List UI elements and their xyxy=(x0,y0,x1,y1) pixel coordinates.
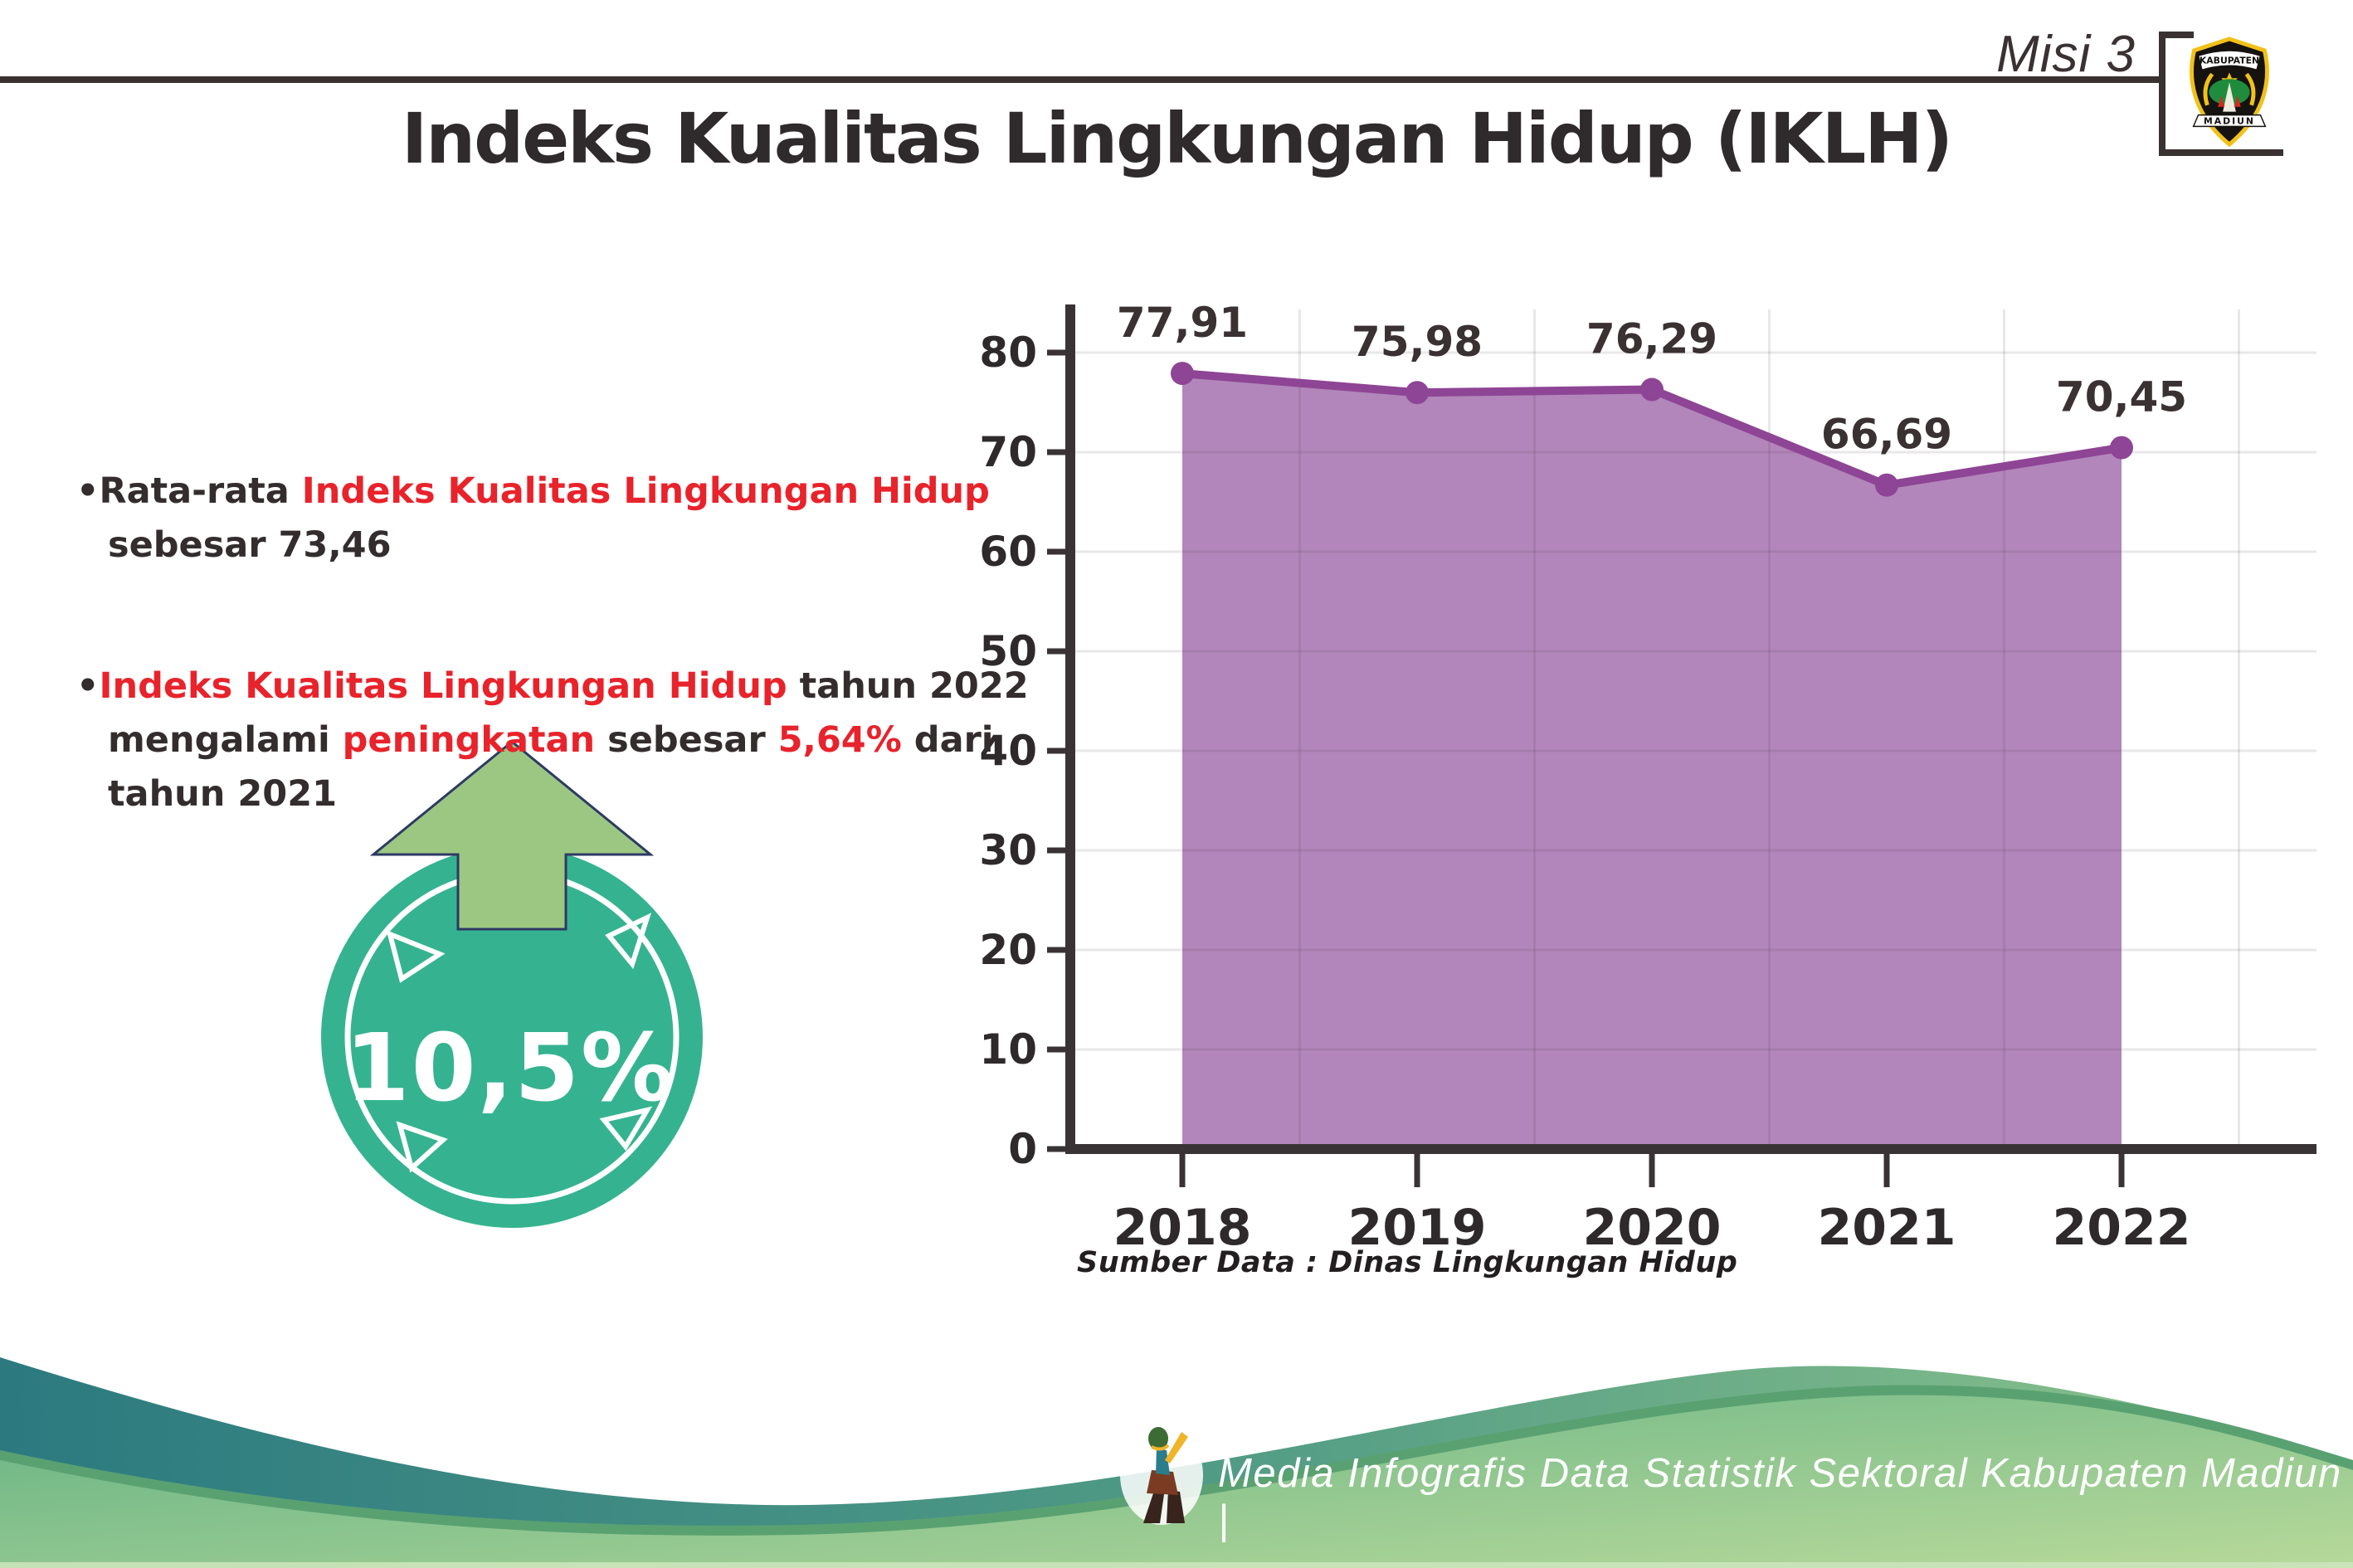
data-label: 70,45 xyxy=(2056,373,2187,421)
crest-ribbon xyxy=(2192,114,2267,128)
data-label: 75,98 xyxy=(1352,318,1483,366)
y-tick-label: 80 xyxy=(979,329,1037,377)
mascot-torso xyxy=(1156,1449,1170,1475)
data-label: 76,29 xyxy=(1586,315,1717,363)
header-rule xyxy=(0,76,2161,83)
y-tick-label: 30 xyxy=(979,826,1037,874)
y-tick-label: 50 xyxy=(979,627,1037,675)
x-tick-label: 2022 xyxy=(2053,1199,2191,1257)
mascot-skirt xyxy=(1147,1470,1178,1495)
bullet-text-segment: 5,64% xyxy=(777,719,902,762)
mascot-head xyxy=(1148,1427,1168,1450)
crest-wing-right xyxy=(2244,72,2256,106)
badge-spark-nw-icon xyxy=(386,930,446,983)
bullet-text-segment: sebesar 73,46 xyxy=(108,524,392,567)
data-label: 66,69 xyxy=(1821,411,1952,459)
bullet-text-segment: Rata-rata xyxy=(99,470,302,512)
up-arrow-icon xyxy=(369,740,655,931)
bullet-text-segment: tahun 2021 xyxy=(108,773,338,816)
y-tick-label: 10 xyxy=(979,1025,1037,1074)
crest-monument xyxy=(2223,82,2236,112)
mascot-scarf xyxy=(1151,1444,1170,1451)
data-label: 77,91 xyxy=(1117,299,1248,347)
badge-spark-se-icon xyxy=(599,1106,653,1152)
data-point xyxy=(1171,362,1194,386)
y-tick-label: 70 xyxy=(979,428,1037,476)
bullet-text-segment: tahun 2022 xyxy=(787,665,1029,707)
crest-ribbon-text: MADIUN xyxy=(2204,115,2255,126)
iklh-area-chart: 0 10 20 30 40 50 60 70 80 2018 2019 2020 2021 2022 77,… xyxy=(979,299,2316,1257)
summary-bullets: •Rata-rata Indeks Kualitas Lingkungan Hi… xyxy=(76,465,1039,908)
x-tick-label: 2021 xyxy=(1818,1199,1956,1257)
logo-frame-horizontal xyxy=(2159,149,2283,156)
footer-caption: Media Infografis Data Statistik Sektoral… xyxy=(1218,1451,2342,1542)
crest-wing-left xyxy=(2203,72,2214,106)
crest-banner xyxy=(2199,51,2260,70)
footer-bottom-strip xyxy=(0,1562,2353,1568)
data-point xyxy=(1875,473,1898,497)
bullet-text-segment: mengalami xyxy=(108,719,343,762)
mascot-icon xyxy=(1120,1425,1203,1525)
logo-frame-vertical xyxy=(2159,32,2165,156)
page-title: Indeks Kualitas Lingkungan Hidup (IKLH) xyxy=(402,98,1953,179)
bullet-text-segment: peningkatan xyxy=(342,719,596,762)
crest-banner-text: KABUPATEN xyxy=(2200,56,2259,66)
x-tick-label: 2020 xyxy=(1583,1199,1722,1257)
y-tick-label: 0 xyxy=(1008,1125,1037,1173)
crest-flame-right xyxy=(2234,95,2241,107)
bullet-marker: • xyxy=(76,470,100,512)
y-tick-label: 40 xyxy=(979,727,1037,775)
source-note: Sumber Data : Dinas Lingkungan Hidup xyxy=(1077,1246,1738,1279)
bullet-marker: • xyxy=(76,665,100,707)
x-tick-label: 2019 xyxy=(1348,1199,1487,1257)
mascot-leg-right xyxy=(1167,1490,1185,1523)
data-point xyxy=(2110,436,2133,460)
badge-spark-sw-icon xyxy=(396,1121,448,1173)
footer-wave-front xyxy=(0,1395,2353,1568)
badge-spark-ne-icon xyxy=(605,913,651,970)
badge-value: 10,5% xyxy=(345,1015,676,1122)
bullet-peningkatan: •Indeks Kualitas Lingkungan Hidup tahun … xyxy=(76,660,1039,822)
bullet-text-segment: Indeks Kualitas Lingkungan Hidup xyxy=(99,665,787,707)
x-tick-label: 2018 xyxy=(1113,1199,1252,1257)
footer-wave xyxy=(0,1357,2353,1568)
y-tick-label: 60 xyxy=(979,528,1037,576)
kabupaten-madiun-logo-icon: KABUPATEN MADIUN xyxy=(2190,37,2269,148)
bullet-rata-rata: •Rata-rata Indeks Kualitas Lingkungan Hi… xyxy=(76,465,1039,573)
bullet-text-segment: Indeks Kualitas Lingkungan Hidup xyxy=(301,470,990,512)
bullet-text-segment: sebesar xyxy=(595,719,778,762)
logo-frame-notch xyxy=(2159,32,2194,38)
y-tick-label: 20 xyxy=(979,926,1037,974)
mascot-arm xyxy=(1165,1432,1188,1463)
data-point xyxy=(1405,381,1429,405)
bullet-text-segment: dari xyxy=(901,719,994,762)
crest-flame-left xyxy=(2218,95,2225,107)
mascot-leg-left xyxy=(1143,1488,1165,1523)
data-point xyxy=(1640,377,1664,402)
misi-label: Misi 3 xyxy=(1996,26,2136,83)
chart-area-fill xyxy=(1182,373,2122,1149)
increase-badge: 10,5% xyxy=(321,740,703,1228)
